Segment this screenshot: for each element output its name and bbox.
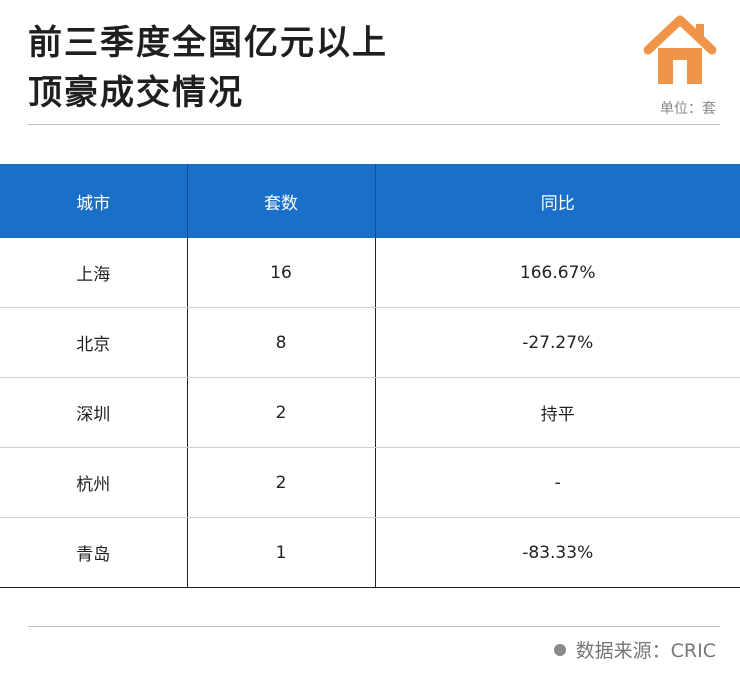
page-title-line-1: 前三季度全国亿元以上 — [28, 23, 388, 63]
data-table: 城市 套数 同比 上海 16 166.67% 北京 8 -27.27% 深圳 2… — [0, 164, 740, 588]
cell-city: 北京 — [0, 307, 188, 378]
table-row: 杭州 2 - — [0, 447, 740, 518]
table-row: 深圳 2 持平 — [0, 377, 740, 448]
cell-city: 青岛 — [0, 517, 188, 588]
column-header-yoy: 同比 — [375, 164, 740, 238]
unit-label: 单位：套 — [660, 101, 716, 117]
cell-count: 2 — [187, 447, 376, 518]
table-row: 青岛 1 -83.33% — [0, 517, 740, 588]
cell-count: 1 — [187, 517, 376, 588]
source-note: 数据来源：CRIC — [553, 636, 716, 663]
title-block: 前三季度全国亿元以上 顶豪成交情况 — [28, 18, 388, 118]
source-text: 数据来源：CRIC — [575, 640, 716, 662]
table-row: 上海 16 166.67% — [0, 238, 740, 308]
bottom-divider — [28, 626, 720, 627]
cell-yoy: -83.33% — [375, 517, 740, 588]
table-row: 北京 8 -27.27% — [0, 307, 740, 378]
cell-city: 杭州 — [0, 447, 188, 518]
cell-yoy: - — [375, 447, 740, 518]
cell-yoy: 166.67% — [375, 238, 740, 308]
column-header-count: 套数 — [187, 164, 376, 238]
column-header-city: 城市 — [0, 164, 188, 238]
cell-count: 8 — [187, 307, 376, 378]
page-title-line-2: 顶豪成交情况 — [28, 73, 244, 113]
cell-city: 上海 — [0, 238, 188, 308]
cell-count: 16 — [187, 238, 376, 308]
bullet-dot-icon — [553, 643, 566, 656]
cell-yoy: -27.27% — [375, 307, 740, 378]
house-icon — [643, 15, 717, 84]
table-header-row: 城市 套数 同比 — [0, 164, 740, 238]
cell-yoy: 持平 — [375, 377, 740, 448]
cell-count: 2 — [187, 377, 376, 448]
top-divider — [28, 124, 720, 125]
cell-city: 深圳 — [0, 377, 188, 448]
